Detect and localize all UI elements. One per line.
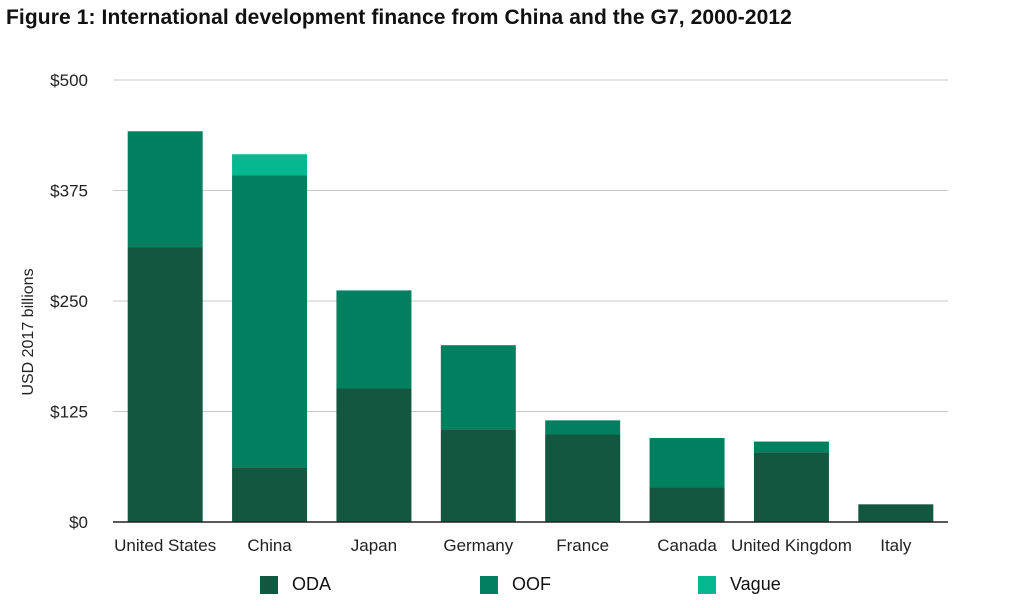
- y-axis-label: USD 2017 billions: [20, 268, 37, 395]
- legend-label-oda: ODA: [292, 574, 332, 594]
- x-tick-label: France: [556, 536, 609, 555]
- bar-oda-germany: [440, 429, 516, 522]
- bar-oof-japan: [336, 290, 412, 389]
- bar-vague-china: [232, 154, 308, 176]
- y-tick-label: $250: [50, 292, 88, 311]
- bar-oda-canada: [649, 487, 725, 522]
- oof-swatch: [480, 575, 498, 594]
- bar-oda-france: [545, 434, 621, 522]
- bar-oof-canada: [649, 438, 725, 488]
- bars: [127, 131, 934, 523]
- bar-chart: $0 $125 $250 $375 $500 United States China Japa…: [20, 71, 948, 555]
- axes: $0 $125 $250 $375 $500 United States China Japa…: [50, 71, 948, 555]
- x-tick-label: China: [247, 536, 292, 555]
- bar-oof-france: [545, 420, 621, 435]
- y-tick-label: $0: [69, 513, 88, 532]
- x-tick-label: Japan: [351, 536, 397, 555]
- legend-label-vague: Vague: [730, 574, 781, 594]
- bar-oda-japan: [336, 388, 412, 522]
- legend-item-oda: ODA: [260, 574, 331, 595]
- x-tick-label: Germany: [443, 536, 513, 555]
- chart-title: Figure 1: International development fina…: [6, 6, 792, 29]
- bar-oof-germany: [440, 345, 516, 430]
- legend-item-oof: OOF: [480, 574, 551, 595]
- y-tick-label: $125: [50, 403, 88, 422]
- bar-oda-united-kingdom: [753, 452, 829, 522]
- bar-oda-china: [232, 467, 308, 522]
- bar-oof-united-kingdom: [753, 441, 829, 453]
- legend-item-vague: Vague: [698, 574, 781, 595]
- bar-oof-china: [232, 175, 308, 468]
- x-tick-label: United Kingdom: [731, 536, 852, 555]
- legend: ODA OOF Vague: [0, 574, 1022, 598]
- bar-oda-united-states: [127, 247, 203, 523]
- bar-oda-italy: [858, 504, 934, 522]
- x-tick-label: Canada: [657, 536, 717, 555]
- bar-oof-united-states: [127, 131, 203, 248]
- x-tick-label: Italy: [880, 536, 912, 555]
- y-tick-label: $500: [50, 71, 88, 90]
- vague-swatch: [698, 575, 716, 594]
- legend-label-oof: OOF: [512, 574, 551, 594]
- oda-swatch: [260, 575, 278, 594]
- x-tick-label: United States: [114, 536, 216, 555]
- y-tick-label: $375: [50, 182, 88, 201]
